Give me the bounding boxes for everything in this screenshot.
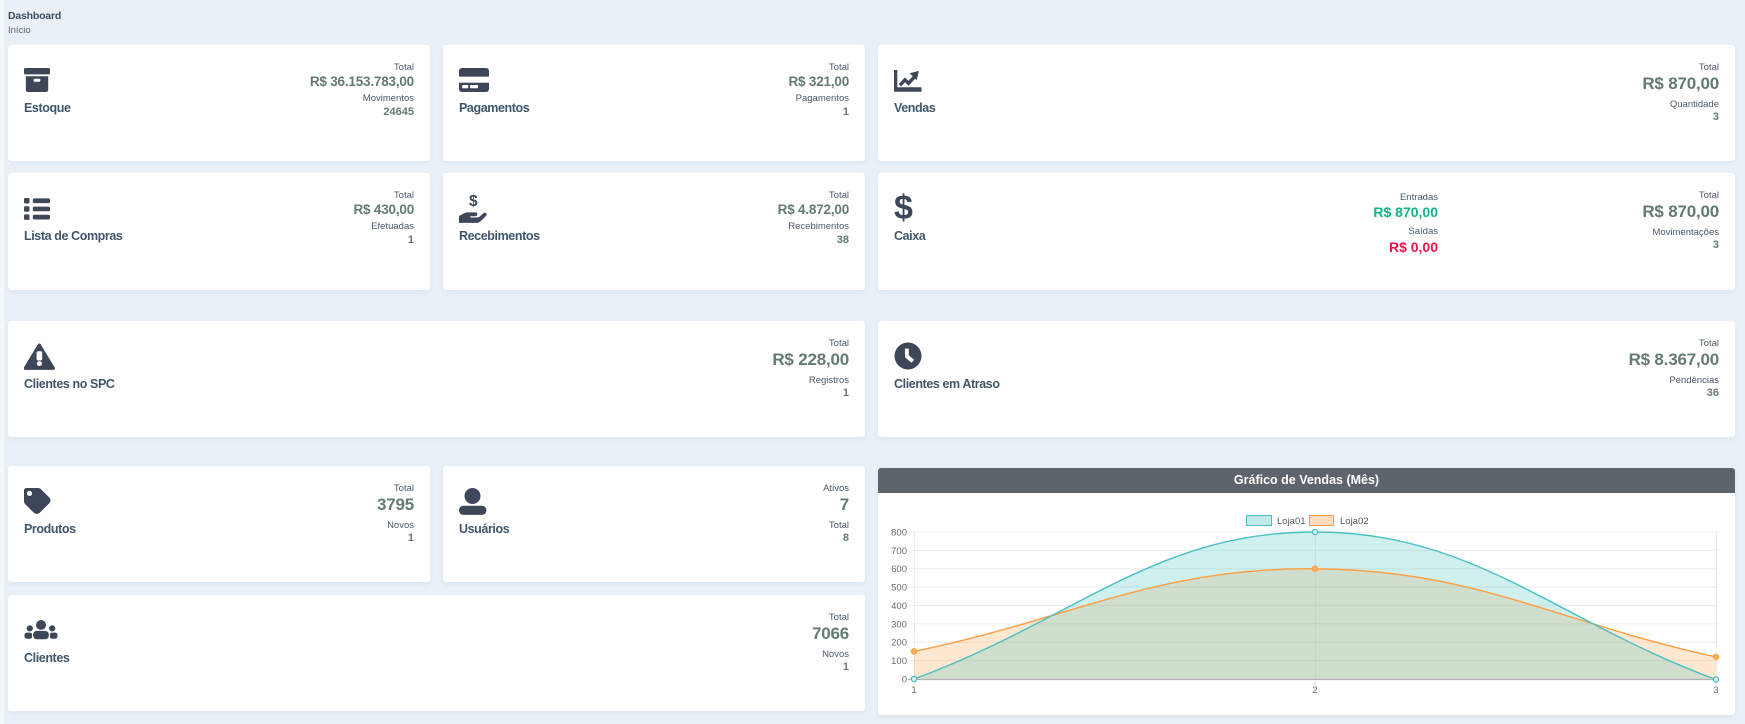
- svg-text:600: 600: [891, 564, 907, 575]
- svg-text:700: 700: [891, 546, 907, 557]
- svg-text:200: 200: [891, 638, 907, 649]
- svg-text:400: 400: [891, 601, 907, 612]
- svg-text:800: 800: [891, 528, 907, 539]
- svg-text:500: 500: [891, 583, 907, 594]
- svg-text:Loja01: Loja01: [1277, 516, 1306, 527]
- svg-text:2: 2: [1312, 685, 1317, 696]
- svg-text:0: 0: [902, 675, 907, 686]
- svg-text:$: $: [469, 193, 478, 210]
- svg-text:3: 3: [1713, 685, 1718, 696]
- svg-text:Loja02: Loja02: [1340, 516, 1369, 527]
- svg-text:300: 300: [891, 619, 907, 630]
- svg-text:100: 100: [891, 656, 907, 667]
- svg-text:1: 1: [911, 685, 916, 696]
